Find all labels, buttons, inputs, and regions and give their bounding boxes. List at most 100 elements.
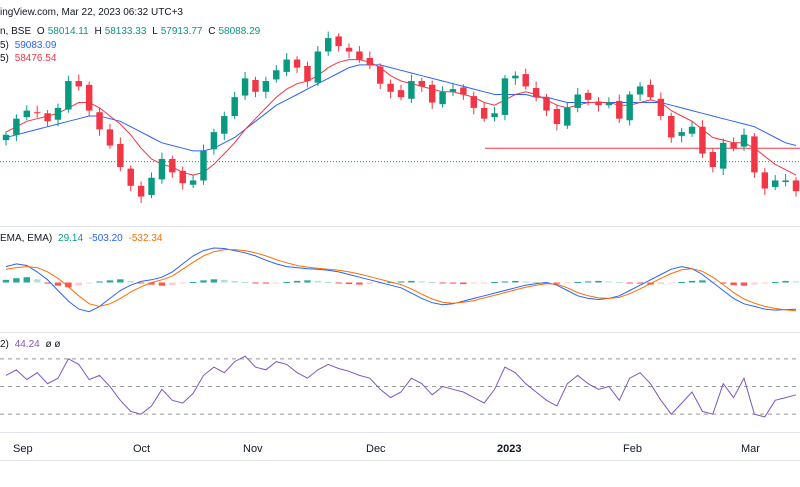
macd-histogram-bar (273, 282, 280, 284)
high-label: H (94, 26, 102, 37)
candle-body (397, 90, 405, 98)
candle-body (33, 112, 41, 114)
ma1-prefix: 5) (0, 40, 9, 51)
macd-histogram-bar (314, 280, 322, 283)
candle-body (13, 118, 20, 135)
macd-histogram-bar (158, 282, 166, 286)
ma-fast-line (5, 59, 797, 176)
macd-histogram-bar (512, 280, 519, 283)
macd-histogram-bar (283, 281, 290, 283)
candle-body (470, 96, 477, 108)
candle-body (387, 83, 394, 92)
candle-body (688, 126, 696, 134)
candle-body (543, 97, 550, 111)
macd-histogram-bar (200, 280, 207, 283)
macd-histogram-bar (106, 280, 114, 283)
macd-histogram-bar (366, 282, 374, 285)
macd-histogram-bar (751, 282, 758, 285)
macd-legend: EMA, EMA) 29.14 -503.20 -532.34 (0, 233, 165, 245)
candle-body (335, 36, 342, 47)
candle-body (252, 79, 259, 92)
symbol-exchange: n, BSE (0, 26, 32, 37)
candle-body (179, 170, 186, 184)
macd-histogram-bar (137, 282, 145, 284)
high-value: 58133.33 (104, 26, 147, 37)
rsi-legend: 2) 44.24 ø ø (0, 339, 64, 351)
candle-body (376, 66, 384, 84)
candle-body (751, 136, 758, 173)
macd-histogram-bar (54, 282, 62, 286)
candle-body (709, 151, 717, 168)
candle-body (366, 57, 374, 65)
candle-body (501, 78, 509, 115)
low-value: 57913.77 (160, 26, 203, 37)
macd-signal-value: -532.34 (128, 233, 163, 244)
macd-histogram-bar (491, 281, 498, 283)
macd-histogram-bar (221, 279, 228, 283)
close-label: C (208, 26, 216, 37)
macd-histogram-bar (636, 282, 644, 284)
candle-body (584, 92, 592, 100)
macd-histogram-bar (335, 282, 342, 284)
candle-body (54, 107, 62, 120)
candle-body (491, 113, 498, 118)
macd-histogram-bar (501, 281, 509, 283)
macd-histogram-bar (2, 279, 10, 283)
macd-histogram-bar (699, 280, 706, 283)
macd-histogram-bar (345, 282, 353, 285)
x-axis-label-2023: 2023 (497, 443, 521, 455)
macd-histogram-bar (262, 282, 270, 284)
x-axis-label-mar: Mar (741, 443, 760, 455)
macd-histogram-bar (616, 281, 623, 283)
macd-value: -503.20 (88, 233, 123, 244)
macd-histogram-bar (532, 281, 540, 283)
candle-body (720, 142, 727, 169)
candle-body (626, 94, 633, 121)
macd-histogram-bar (293, 280, 301, 283)
candle-body (553, 108, 561, 125)
candle-body (761, 172, 769, 189)
candle-body (439, 91, 446, 105)
candle-body (106, 129, 114, 146)
macd-histogram-bar (356, 282, 363, 285)
macd-histogram-bar (470, 282, 477, 284)
candle-body (418, 81, 426, 87)
macd-histogram-bar (408, 280, 415, 283)
candle-body (564, 107, 571, 126)
candle-body (408, 81, 415, 99)
candle-body (96, 112, 103, 130)
macd-histogram-bar (428, 281, 436, 283)
macd-histogram-bar (241, 281, 249, 283)
macd-label: EMA, EMA) (0, 233, 53, 244)
macd-histogram-bar (574, 281, 581, 283)
macd-histogram-bar (23, 277, 31, 283)
macd-histogram-bar (553, 282, 561, 284)
macd-histogram-bar (740, 282, 748, 286)
ma1-legend: 5) 59083.09 (0, 40, 59, 52)
macd-histogram-bar (678, 281, 685, 283)
candle-body (449, 89, 457, 92)
rsi-extra: ø ø (45, 339, 61, 350)
candle-body (2, 134, 10, 141)
candle-body (314, 51, 322, 83)
open-label: O (36, 26, 45, 37)
macd-histogram-bar (782, 280, 789, 283)
ma1-value: 59083.09 (14, 40, 57, 51)
candle-body (668, 115, 675, 138)
candle-body (293, 59, 301, 68)
macd-histogram-bar (189, 281, 197, 283)
ma2-prefix: 5) (0, 53, 9, 64)
candle-body (231, 97, 238, 116)
macd-histogram-bar (85, 282, 93, 284)
candle-body (210, 132, 218, 150)
macd-histogram-bar (148, 282, 155, 285)
candle-body (345, 47, 353, 52)
candle-body (158, 158, 166, 180)
candle-body (740, 134, 748, 147)
candle-body (169, 158, 176, 173)
macd-histogram-bar (522, 281, 529, 283)
macd-histogram-bar (595, 280, 602, 283)
macd-histogram-bar (127, 280, 134, 283)
candle-body (522, 74, 529, 87)
x-axis-label-sep: Sep (13, 443, 33, 455)
